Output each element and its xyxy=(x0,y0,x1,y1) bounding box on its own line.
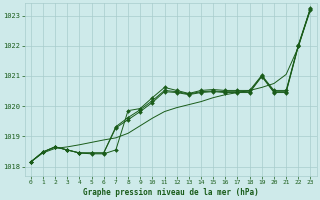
X-axis label: Graphe pression niveau de la mer (hPa): Graphe pression niveau de la mer (hPa) xyxy=(83,188,259,197)
